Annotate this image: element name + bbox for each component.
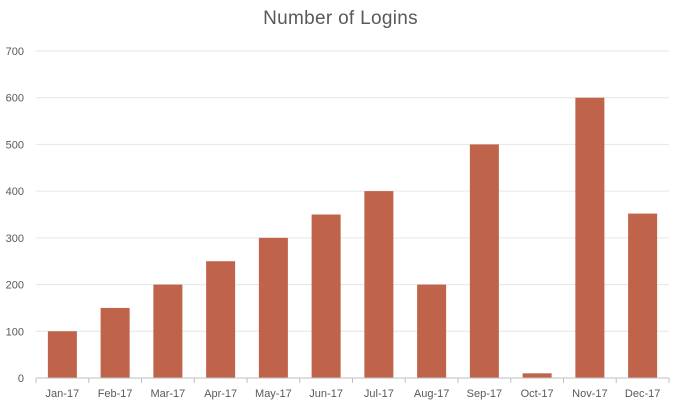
x-tick-label: Jul-17	[364, 388, 394, 400]
bar-Nov-17	[575, 97, 605, 378]
x-tick-label: Nov-17	[572, 388, 607, 400]
x-tick-label: Oct-17	[521, 388, 554, 400]
x-tick-label: Jun-17	[309, 388, 343, 400]
y-tick-label: 400	[6, 186, 24, 198]
bar-Apr-17	[206, 261, 236, 378]
x-tick-label: Sep-17	[467, 388, 502, 400]
y-tick-label: 700	[6, 46, 24, 58]
x-tick-label: Mar-17	[150, 388, 185, 400]
gridlines	[36, 50, 669, 332]
x-tick-label: May-17	[255, 388, 292, 400]
y-tick-label: 200	[6, 280, 24, 292]
bar-Jul-17	[364, 191, 394, 378]
bar-May-17	[258, 237, 288, 378]
x-tick-label: Apr-17	[204, 388, 237, 400]
bar-Mar-17	[153, 284, 183, 378]
bar-Dec-17	[628, 213, 658, 378]
bar-Jun-17	[311, 214, 341, 378]
bar-Feb-17	[100, 307, 130, 378]
y-tick-label: 600	[6, 93, 24, 105]
x-tick-label: Aug-17	[414, 388, 449, 400]
x-tick-label: Feb-17	[98, 388, 133, 400]
chart-title: Number of Logins	[263, 8, 418, 29]
bar-Oct-17	[522, 373, 552, 378]
tick-labels: 0 100 200 300 400 500 600 700 Jan-17 Feb-17 Mar-17…	[6, 46, 661, 400]
bars	[47, 97, 658, 378]
x-tick-label: Jan-17	[46, 388, 80, 400]
bar-Aug-17	[417, 284, 447, 378]
bar-Jan-17	[47, 331, 77, 378]
y-tick-label: 500	[6, 139, 24, 151]
axes	[35, 377, 670, 383]
y-tick-label: 300	[6, 233, 24, 245]
y-tick-label: 0	[18, 373, 24, 385]
y-tick-label: 100	[6, 326, 24, 338]
bar-Sep-17	[469, 144, 499, 378]
x-tick-label: Dec-17	[625, 388, 660, 400]
